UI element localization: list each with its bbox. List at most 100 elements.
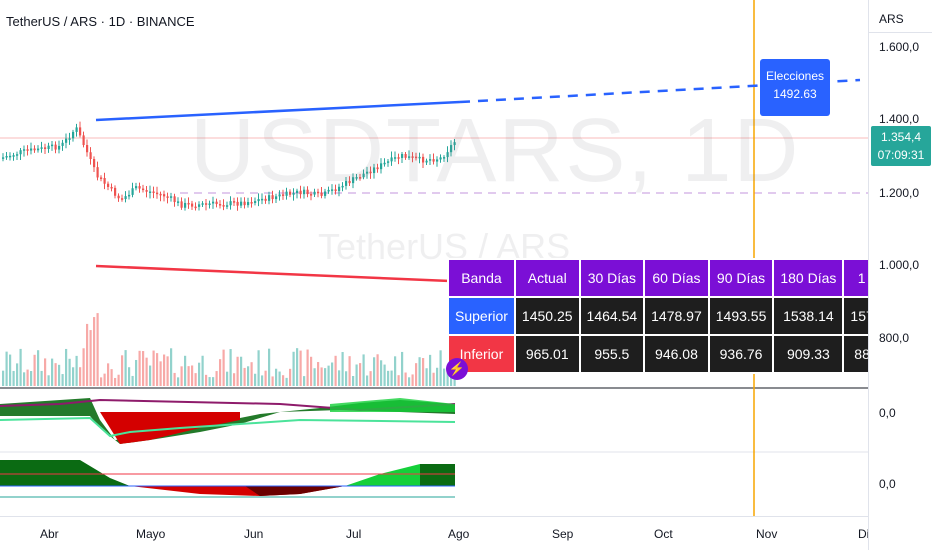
watermark-symbol: USDTARS, 1D — [190, 101, 801, 201]
volume-bar — [341, 352, 344, 386]
candle-body — [117, 195, 120, 199]
candle-body — [68, 138, 71, 140]
price-axis[interactable]: ARS 1.600,0 1.400,0 1.200,0 1.000,0 800,… — [868, 0, 932, 550]
candle-body — [187, 202, 190, 205]
candle-body — [380, 163, 383, 170]
volume-bar — [306, 349, 309, 386]
price-label: 1.400,0 — [879, 112, 920, 126]
price-label: 1.000,0 — [879, 258, 920, 272]
volume-bar — [124, 350, 127, 386]
candle-body — [212, 201, 215, 204]
volume-bar — [257, 350, 260, 386]
volume-bar — [243, 367, 246, 386]
candle-body — [166, 196, 169, 198]
volume-bar — [194, 373, 197, 386]
volume-bar — [264, 370, 267, 386]
chart-canvas[interactable] — [0, 0, 868, 550]
candle-body — [54, 144, 57, 150]
volume-bar — [313, 368, 316, 386]
volume-bar — [236, 356, 239, 386]
volume-bar — [40, 370, 43, 386]
bands-table: Banda Actual 30 Días 60 Días 90 Días 180… — [447, 258, 910, 374]
volume-bar — [394, 356, 397, 386]
candle-body — [394, 157, 397, 159]
header-cell: Actual — [515, 260, 579, 296]
candle-body — [131, 188, 134, 195]
candle-body — [334, 189, 337, 192]
candle-body — [47, 145, 50, 150]
table-cell: 936.76 — [709, 336, 773, 372]
symbol-title[interactable]: TetherUS / ARS · 1D · BINANCE — [6, 14, 195, 29]
lightning-icon[interactable]: ⚡ — [446, 358, 468, 380]
table-cell: 1478.97 — [645, 298, 708, 334]
volume-bar — [271, 376, 274, 386]
candle-body — [135, 186, 138, 189]
volume-bar — [163, 354, 166, 386]
volume-bar — [121, 355, 124, 386]
candle-body — [100, 177, 103, 179]
candle-body — [446, 152, 449, 158]
candle-body — [205, 203, 208, 205]
time-label: Jul — [346, 527, 362, 541]
time-axis[interactable]: Abr Mayo Jun Jul Ago Sep Oct Nov Di — [0, 516, 869, 551]
volume-bar — [292, 351, 295, 386]
volume-bar — [443, 368, 446, 386]
volume-bar — [135, 359, 138, 386]
chart-area[interactable]: USDTARS, 1D TetherUS / ARS TetherUS / AR… — [0, 0, 910, 551]
candle-body — [254, 201, 257, 204]
candle-body — [383, 162, 386, 165]
volume-bar — [16, 363, 19, 386]
volume-bar — [439, 350, 442, 386]
currency-label[interactable]: ARS — [869, 5, 932, 33]
volume-bar — [44, 358, 47, 386]
candle-body — [453, 142, 456, 146]
candle-body — [103, 178, 106, 184]
candle-body — [170, 196, 173, 198]
volume-bar — [310, 356, 313, 386]
volume-bar — [359, 363, 362, 386]
volume-bar — [5, 351, 8, 386]
time-label: Sep — [552, 527, 574, 541]
volume-bar — [37, 350, 40, 386]
candle-body — [79, 127, 82, 136]
volume-bar — [208, 377, 211, 386]
candle-body — [114, 187, 117, 196]
volume-bar — [404, 372, 407, 386]
candle-body — [264, 198, 267, 201]
volume-bar — [2, 370, 5, 386]
candle-body — [163, 194, 166, 197]
table-cell: 1450.25 — [515, 298, 579, 334]
volume-bar — [128, 367, 131, 386]
candle-body — [226, 205, 229, 207]
candle-body — [443, 157, 446, 159]
volume-bar — [369, 371, 372, 386]
elecciones-callout[interactable]: Elecciones 1492.63 — [760, 59, 830, 116]
volume-bar — [187, 366, 190, 386]
header-cell: 180 Días — [774, 260, 843, 296]
volume-series — [2, 313, 456, 386]
volume-bar — [110, 369, 113, 386]
header-cell: 90 Días — [709, 260, 773, 296]
candlestick-series — [2, 121, 456, 211]
time-label: Jun — [244, 527, 264, 541]
volume-bar — [422, 358, 425, 386]
candle-body — [369, 171, 372, 174]
candle-body — [124, 196, 127, 200]
current-price-badge: 1.354,4 07:09:31 — [871, 126, 931, 166]
volume-bar — [348, 356, 351, 386]
candle-body — [411, 156, 414, 158]
volume-bar — [170, 348, 173, 386]
candle-body — [268, 195, 271, 201]
candle-body — [404, 154, 407, 158]
volume-bar — [149, 365, 152, 386]
volume-bar — [142, 351, 145, 386]
candle-body — [289, 191, 292, 195]
volume-bar — [166, 356, 169, 386]
candle-body — [191, 203, 194, 207]
candle-body — [33, 148, 36, 151]
volume-bar — [429, 354, 432, 386]
candle-body — [376, 167, 379, 170]
candle-body — [355, 177, 358, 179]
volume-bar — [26, 369, 29, 386]
candle-body — [159, 193, 162, 196]
